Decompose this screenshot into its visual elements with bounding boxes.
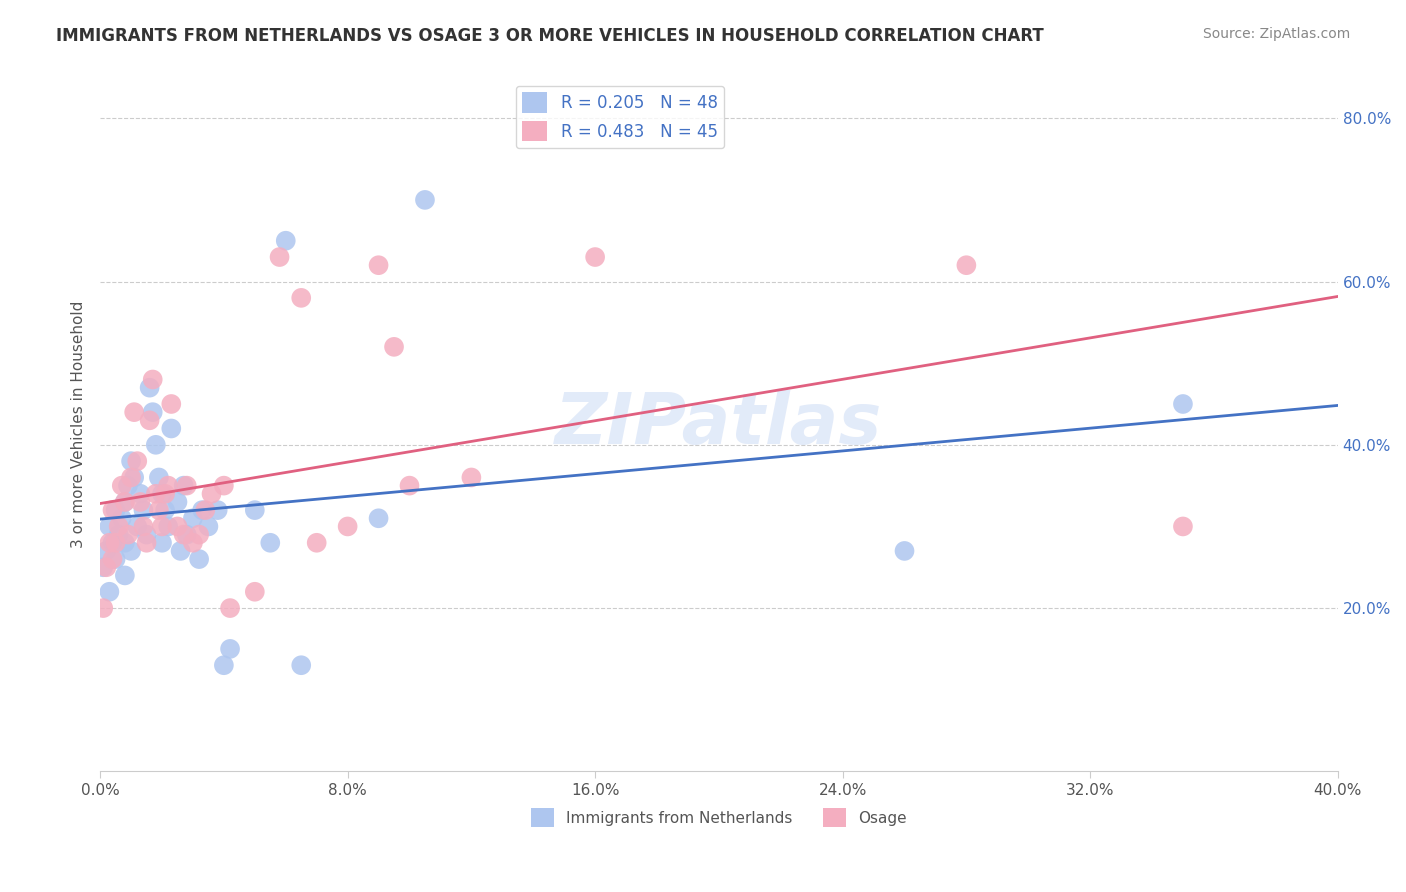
Point <box>114 568 136 582</box>
Point <box>955 258 977 272</box>
Point <box>142 372 165 386</box>
Text: IMMIGRANTS FROM NETHERLANDS VS OSAGE 3 OR MORE VEHICLES IN HOUSEHOLD CORRELATION: IMMIGRANTS FROM NETHERLANDS VS OSAGE 3 O… <box>56 27 1045 45</box>
Point <box>117 478 139 492</box>
Point <box>413 193 436 207</box>
Point <box>200 487 222 501</box>
Point <box>101 535 124 549</box>
Point <box>181 535 204 549</box>
Point <box>398 478 420 492</box>
Point <box>290 291 312 305</box>
Point <box>219 641 242 656</box>
Point <box>127 454 149 468</box>
Y-axis label: 3 or more Vehicles in Household: 3 or more Vehicles in Household <box>72 301 86 548</box>
Point <box>157 478 180 492</box>
Point <box>150 487 173 501</box>
Point <box>101 503 124 517</box>
Point <box>153 487 176 501</box>
Point <box>127 519 149 533</box>
Point <box>243 584 266 599</box>
Point <box>114 495 136 509</box>
Text: ZIPatlas: ZIPatlas <box>555 390 883 458</box>
Point <box>138 413 160 427</box>
Point <box>1171 519 1194 533</box>
Point <box>367 258 389 272</box>
Point <box>114 495 136 509</box>
Point <box>98 584 121 599</box>
Point <box>98 535 121 549</box>
Point <box>169 544 191 558</box>
Point <box>176 478 198 492</box>
Point <box>367 511 389 525</box>
Point <box>207 503 229 517</box>
Legend: Immigrants from Netherlands, Osage: Immigrants from Netherlands, Osage <box>524 802 912 833</box>
Point <box>129 487 152 501</box>
Point <box>98 519 121 533</box>
Point <box>148 503 170 517</box>
Point <box>150 535 173 549</box>
Point <box>382 340 405 354</box>
Point <box>104 503 127 517</box>
Point <box>145 487 167 501</box>
Point <box>145 438 167 452</box>
Point <box>176 527 198 541</box>
Point <box>181 511 204 525</box>
Point <box>111 478 134 492</box>
Point <box>129 495 152 509</box>
Point <box>153 503 176 517</box>
Point <box>101 552 124 566</box>
Point <box>107 527 129 541</box>
Point <box>460 470 482 484</box>
Point <box>91 560 114 574</box>
Point <box>138 381 160 395</box>
Point <box>212 478 235 492</box>
Point <box>194 503 217 517</box>
Point <box>212 658 235 673</box>
Point <box>290 658 312 673</box>
Point <box>122 470 145 484</box>
Point <box>117 527 139 541</box>
Point <box>243 503 266 517</box>
Point <box>104 552 127 566</box>
Point <box>135 535 157 549</box>
Point <box>111 511 134 525</box>
Point <box>122 405 145 419</box>
Point <box>120 544 142 558</box>
Point <box>305 535 328 549</box>
Point <box>120 470 142 484</box>
Point <box>114 535 136 549</box>
Point <box>274 234 297 248</box>
Point <box>188 527 211 541</box>
Point <box>160 421 183 435</box>
Point <box>583 250 606 264</box>
Point <box>91 601 114 615</box>
Point <box>96 560 118 574</box>
Point <box>173 527 195 541</box>
Point <box>188 552 211 566</box>
Point <box>269 250 291 264</box>
Point <box>104 535 127 549</box>
Point <box>160 397 183 411</box>
Point <box>259 535 281 549</box>
Point <box>197 519 219 533</box>
Point <box>173 478 195 492</box>
Point <box>135 527 157 541</box>
Point <box>893 544 915 558</box>
Point <box>132 503 155 517</box>
Point <box>120 454 142 468</box>
Point <box>96 544 118 558</box>
Point <box>166 495 188 509</box>
Point <box>191 503 214 517</box>
Point <box>1171 397 1194 411</box>
Point <box>336 519 359 533</box>
Point <box>150 519 173 533</box>
Point <box>107 519 129 533</box>
Point <box>166 519 188 533</box>
Point <box>157 519 180 533</box>
Point <box>142 405 165 419</box>
Point <box>132 519 155 533</box>
Point <box>148 470 170 484</box>
Point <box>219 601 242 615</box>
Text: Source: ZipAtlas.com: Source: ZipAtlas.com <box>1202 27 1350 41</box>
